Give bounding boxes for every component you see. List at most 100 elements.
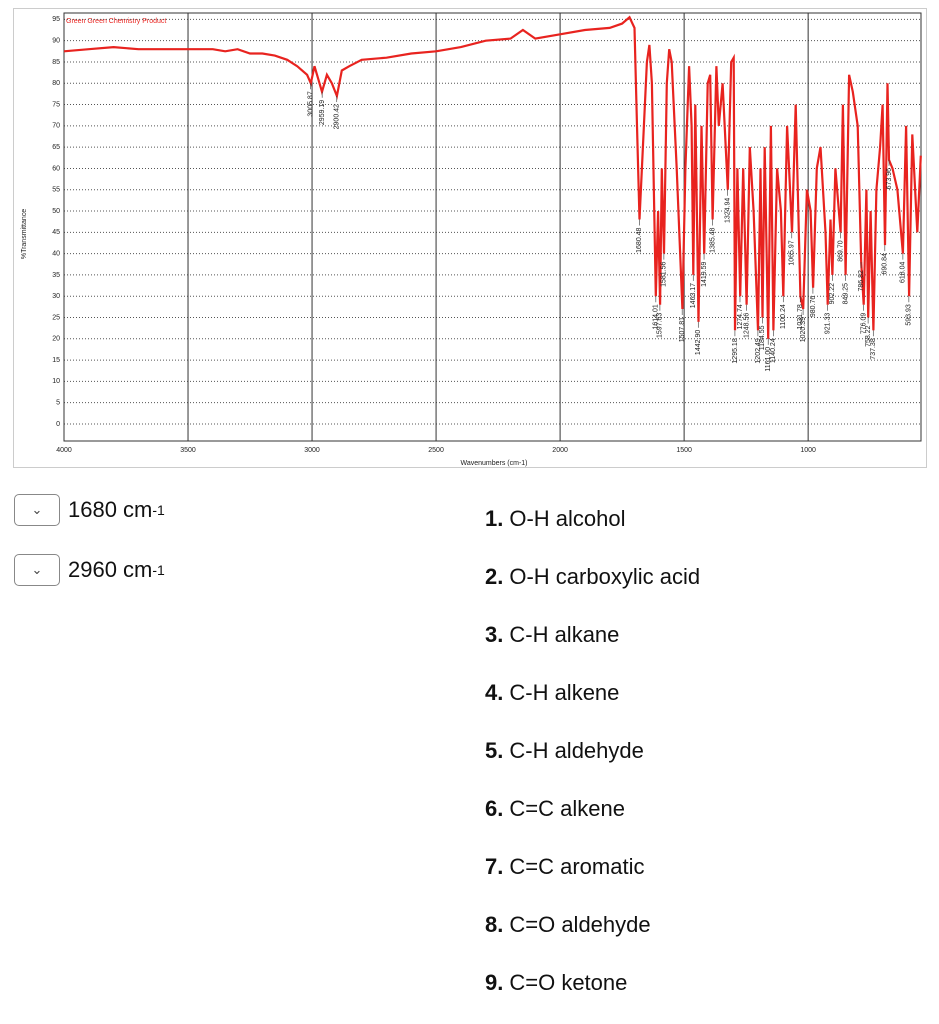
option-text: C-H alkene	[509, 680, 620, 705]
x-axis-label: Wavenumbers (cm-1)	[460, 460, 527, 467]
option-text: C=C alkene	[509, 796, 625, 821]
superscript: -1	[152, 562, 165, 578]
peak-label: 849.25	[842, 283, 849, 305]
option: 3. C-H alkane	[485, 622, 619, 648]
y-tick-label: 45	[52, 229, 60, 236]
dropdown[interactable]: ⌄ 1680 cm -1	[14, 494, 165, 526]
y-tick-label: 75	[52, 101, 60, 108]
y-tick-label: 20	[52, 336, 60, 343]
y-tick-label: 70	[52, 123, 60, 130]
peak-label: 1020.39	[800, 317, 807, 342]
peak-label: 1184.55	[759, 325, 766, 350]
y-tick-label: 95	[52, 16, 60, 23]
peak-label: 737.38	[870, 338, 877, 360]
y-tick-label: 80	[52, 80, 60, 87]
option-number: 5.	[485, 738, 504, 763]
peak-label: 1161.00	[765, 347, 772, 372]
peak-label: 1274.74	[737, 304, 744, 329]
peak-label: 1248.56	[743, 313, 750, 338]
peak-label: 1507.81	[679, 317, 686, 342]
dropdown-label: 2960 cm	[68, 557, 153, 582]
x-tick-label: 4000	[56, 447, 72, 454]
spectrum-line	[63, 15, 922, 339]
y-tick-label: 40	[52, 250, 60, 257]
peak-label: 1140.24	[770, 338, 777, 363]
peak-label: 776.09	[861, 313, 868, 335]
peak-label: 980.76	[810, 296, 817, 318]
option-number: 1.	[485, 506, 504, 531]
peak-label: 1202.49	[755, 338, 762, 363]
dropdown-label: 1680 cm	[68, 497, 153, 522]
x-tick-label: 2000	[552, 447, 568, 454]
peak-label: 673.96	[886, 168, 893, 190]
option-number: 9.	[485, 970, 504, 995]
peak-label: 1463.17	[690, 283, 697, 308]
peak-label: 1442.90	[695, 330, 702, 355]
peak-label: 1295.18	[732, 338, 739, 363]
option-text: O-H alcohol	[509, 506, 626, 531]
x-tick-label: 1000	[800, 447, 816, 454]
y-tick-label: 85	[52, 59, 60, 66]
peak-label: 1100.24	[780, 304, 787, 329]
option: 7. C=C aromatic	[485, 854, 644, 880]
peak-label: 618.04	[900, 262, 907, 284]
option-number: 2.	[485, 564, 504, 589]
x-tick-label: 3000	[304, 447, 320, 454]
option: 8. C=O aldehyde	[485, 912, 651, 938]
y-tick-label: 15	[52, 357, 60, 364]
option: 1. O-H alcohol	[485, 506, 626, 532]
peak-label: 1680.48	[636, 227, 643, 252]
peak-label: 869.70	[837, 240, 844, 262]
peak-label: 1419.59	[701, 262, 708, 287]
x-tick-label: 1500	[676, 447, 692, 454]
chart: Green Green Chemistry Product Wavenumber…	[13, 8, 927, 468]
y-tick-label: 25	[52, 314, 60, 321]
peak-label: 3005.87	[307, 91, 314, 116]
option: 2. O-H carboxylic acid	[485, 564, 700, 590]
x-tick-label: 3500	[180, 447, 196, 454]
y-tick-label: 65	[52, 144, 60, 151]
peak-label: 786.82	[858, 270, 865, 292]
peak-label: 2900.42	[334, 104, 341, 129]
y-tick-label: 50	[52, 208, 60, 215]
peak-label: 1065.97	[789, 240, 796, 265]
peak-label: 902.22	[829, 283, 836, 305]
dropdown-button[interactable]: ⌄	[14, 554, 60, 586]
chart-title: Green Green Chemistry Product	[66, 18, 166, 25]
peak-label: 1614.01	[653, 304, 660, 329]
y-tick-label: 35	[52, 272, 60, 279]
option-text: C-H alkane	[509, 622, 620, 647]
option: 9. C=O ketone	[485, 970, 627, 996]
y-tick-label: 30	[52, 293, 60, 300]
option-number: 8.	[485, 912, 504, 937]
option: 4. C-H alkene	[485, 680, 619, 706]
peak-label: 1581.56	[661, 262, 668, 287]
option-text: C=O aldehyde	[509, 912, 651, 937]
peak-label: 921.33	[824, 313, 831, 335]
option: 6. C=C alkene	[485, 796, 625, 822]
peak-label: 1031.78	[797, 304, 804, 329]
peak-label: 1597.63	[657, 313, 664, 338]
option-number: 6.	[485, 796, 504, 821]
superscript: -1	[152, 502, 165, 518]
peak-label: 593.93	[906, 304, 913, 326]
y-axis-label: %Transmittance	[21, 209, 28, 259]
peak-label: 690.84	[882, 253, 889, 275]
option-number: 7.	[485, 854, 504, 879]
option-text: C=O ketone	[509, 970, 628, 995]
peak-label: 758.22	[865, 325, 872, 347]
dropdown[interactable]: ⌄ 2960 cm -1	[14, 554, 165, 586]
x-tick-label: 2500	[428, 447, 444, 454]
option-text: O-H carboxylic acid	[509, 564, 701, 589]
peak-label: 2959.19	[319, 100, 326, 125]
y-tick-label: 90	[52, 38, 60, 45]
option: 5. C-H aldehyde	[485, 738, 644, 764]
option-number: 3.	[485, 622, 504, 647]
option-text: C=C aromatic	[509, 854, 645, 879]
dropdown-button[interactable]: ⌄	[14, 494, 60, 526]
option-text: C-H aldehyde	[509, 738, 644, 763]
y-tick-label: 10	[52, 378, 60, 385]
y-tick-label: 55	[52, 187, 60, 194]
y-tick-label: 0	[56, 421, 60, 428]
